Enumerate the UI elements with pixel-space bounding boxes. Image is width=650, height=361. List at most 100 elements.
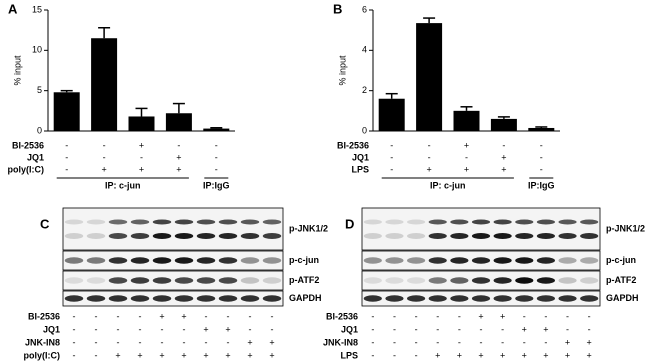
y-tick-label: 10 [32, 45, 42, 55]
band [580, 233, 599, 239]
band [262, 277, 282, 284]
bar [453, 110, 480, 131]
treatment-sign: - [523, 311, 526, 321]
treatment-sign: + [269, 350, 274, 360]
group-label: IP:IgG [203, 180, 230, 190]
treatment-sign: + [159, 350, 164, 360]
band [262, 219, 282, 225]
treatment-label: BI-2536 [326, 311, 358, 321]
treatment-sign: - [215, 152, 218, 162]
treatment-sign: + [522, 350, 527, 360]
band [580, 257, 599, 264]
blot-label: p-c-jun [606, 255, 636, 265]
group-label: IP: c-jun [430, 180, 466, 190]
band [385, 233, 404, 239]
treatment-sign: - [566, 324, 569, 334]
band [262, 233, 282, 239]
band [196, 295, 216, 302]
band [174, 277, 194, 284]
treatment-sign: + [565, 337, 570, 347]
blot-strip [62, 290, 284, 307]
band [515, 233, 534, 239]
treatment-sign: - [458, 311, 461, 321]
band [174, 219, 194, 225]
treatment-label: poly(I:C) [24, 350, 61, 360]
blot-label: p-JNK1/2 [606, 223, 645, 233]
treatment-sign: - [95, 311, 98, 321]
treatment-sign: - [480, 337, 483, 347]
band [536, 277, 555, 284]
y-tick-label: 15 [32, 4, 42, 14]
blot-strip [361, 207, 601, 251]
band [428, 257, 447, 264]
treatment-sign: - [249, 324, 252, 334]
treatment-sign: + [435, 350, 440, 360]
blot-strip [62, 250, 284, 271]
band [262, 295, 282, 302]
treatment-label: BI-2536 [337, 140, 369, 150]
treatment-sign: - [161, 324, 164, 334]
band [471, 277, 491, 284]
band [218, 277, 238, 284]
band [86, 233, 106, 239]
blot-label: p-ATF2 [289, 275, 319, 285]
treatment-sign: - [177, 140, 180, 150]
treatment-label: JQ1 [27, 152, 44, 162]
band [152, 219, 172, 225]
treatment-sign: + [225, 324, 230, 334]
treatment-sign: - [95, 350, 98, 360]
band [152, 277, 172, 284]
band [558, 295, 577, 302]
treatment-sign: - [371, 350, 374, 360]
band [240, 257, 260, 264]
treatment-sign: - [227, 311, 230, 321]
blot-label: p-c-jun [289, 255, 319, 265]
y-tick-label: 6 [362, 4, 367, 14]
band [240, 295, 260, 302]
treatment-label: JQ1 [43, 324, 60, 334]
band [515, 277, 534, 284]
treatment-sign: - [139, 337, 142, 347]
treatment-label: JQ1 [352, 152, 369, 162]
y-tick-label: 2 [362, 85, 367, 95]
treatment-sign: - [73, 337, 76, 347]
treatment-sign: - [393, 311, 396, 321]
band [407, 233, 426, 239]
band [196, 257, 216, 264]
treatment-sign: - [215, 140, 218, 150]
treatment-sign: - [588, 311, 591, 321]
treatment-sign: - [139, 324, 142, 334]
band [218, 233, 238, 239]
treatment-sign: - [249, 311, 252, 321]
treatment-sign: - [103, 152, 106, 162]
band [428, 295, 447, 302]
band [558, 233, 577, 239]
blot-label: p-ATF2 [606, 275, 636, 285]
treatment-sign: - [271, 311, 274, 321]
treatment-sign: - [544, 337, 547, 347]
blot-strip [62, 207, 284, 251]
treatment-label: LPS [351, 164, 369, 174]
band [152, 233, 172, 239]
treatment-sign: + [501, 164, 506, 174]
blot-label: GAPDH [289, 293, 322, 303]
treatment-sign: + [203, 350, 208, 360]
treatment-sign: - [73, 311, 76, 321]
band [196, 219, 216, 225]
treatment-sign: - [501, 337, 504, 347]
treatment-sign: - [140, 152, 143, 162]
treatment-sign: + [543, 324, 548, 334]
band [385, 257, 404, 264]
band [152, 295, 172, 302]
treatment-sign: - [65, 140, 68, 150]
band [130, 219, 150, 225]
band [262, 257, 282, 264]
band [536, 257, 555, 264]
treatment-sign: + [159, 311, 164, 321]
y-tick-label: 0 [37, 125, 42, 135]
band [363, 257, 382, 264]
treatment-sign: - [428, 152, 431, 162]
bar [416, 23, 443, 131]
bar [91, 38, 118, 131]
treatment-sign: + [464, 140, 469, 150]
